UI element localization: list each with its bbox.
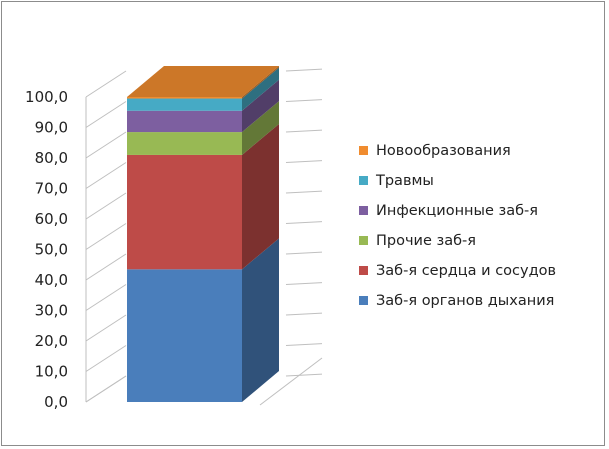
y-tick-label: 0,0: [44, 393, 68, 411]
gridline-back: [285, 343, 323, 346]
legend-item: Травмы: [359, 173, 434, 189]
gridline-wall: [85, 314, 127, 342]
bar-segment-side: [242, 79, 279, 133]
bar-segment-side: [242, 123, 279, 270]
gridline-back: [285, 373, 323, 377]
legend-item: Новообразования: [359, 143, 511, 159]
floor-edge: [85, 375, 127, 403]
bar-segment-side: [242, 238, 279, 402]
legend-item: Инфекционные заб-я: [359, 203, 538, 219]
gridline-back: [285, 221, 323, 224]
gridline-back: [285, 129, 323, 133]
legend-swatch: [359, 206, 368, 215]
gridline-wall: [85, 253, 127, 281]
legend-label: Новообразования: [376, 143, 511, 159]
gridline-wall: [85, 101, 127, 128]
legend-item: Заб-я сердца и сосудов: [359, 263, 556, 279]
bar-segment: [127, 238, 279, 402]
gridline-wall: [85, 223, 127, 250]
gridline-back: [285, 68, 323, 72]
bar-segment-front: [127, 269, 242, 402]
gridline-wall: [85, 131, 127, 159]
bar-segment-side: [242, 67, 279, 111]
gridline-wall: [85, 70, 127, 98]
bar-top-face: [127, 66, 279, 97]
bar-segment-side: [242, 101, 279, 155]
bar-segment-front: [127, 97, 242, 99]
bar-segment: [127, 101, 279, 155]
y-tick-label: 90,0: [35, 119, 68, 137]
y-tick-label: 60,0: [35, 210, 68, 228]
legend-swatch: [359, 176, 368, 185]
bar-segment-front: [127, 132, 242, 155]
gridline-wall: [85, 162, 127, 189]
gridlines: [85, 68, 323, 406]
gridline-back: [285, 282, 323, 285]
legend-swatch: [359, 266, 368, 275]
y-tick-label: 40,0: [35, 271, 68, 289]
y-tick-label: 20,0: [35, 332, 68, 350]
bar-segment-front: [127, 154, 242, 270]
bar-segment-front: [127, 110, 242, 133]
legend-swatch: [359, 236, 368, 245]
gridline-back: [285, 312, 323, 316]
y-axis-tick-labels: 0,0 10,0 20,0 30,0 40,0 50,0 60,0 70,0 80,0 90,0 1…: [25, 88, 68, 411]
bar-segment: [127, 79, 279, 133]
floor-edge-right: [259, 357, 323, 406]
legend-item: Прочие заб-я: [359, 233, 476, 249]
y-tick-label: 80,0: [35, 149, 68, 167]
gridline-back: [285, 251, 323, 255]
bar-stack: [127, 66, 279, 402]
gridline-wall: [85, 345, 127, 372]
y-tick-label: 100,0: [25, 88, 68, 106]
y-tick-label: 10,0: [35, 363, 68, 381]
bar-segment: [127, 67, 279, 111]
legend: Новообразования Травмы Инфекционные заб-я П…: [359, 143, 556, 309]
gridline-wall: [85, 284, 127, 311]
bar-segment: [127, 123, 279, 270]
y-tick-label: 70,0: [35, 180, 68, 198]
legend-swatch: [359, 296, 368, 305]
gridline-back: [285, 190, 323, 194]
bar-segment: [127, 66, 279, 99]
legend-label: Травмы: [375, 173, 434, 189]
legend-label: Заб-я сердца и сосудов: [376, 263, 556, 279]
legend-label: Заб-я органов дыхания: [376, 293, 554, 309]
bar-segment-front: [127, 98, 242, 111]
legend-label: Прочие заб-я: [376, 233, 476, 249]
bar-segment-side: [242, 66, 279, 99]
y-tick-label: 30,0: [35, 302, 68, 320]
gridline-back: [285, 160, 323, 163]
legend-label: Инфекционные заб-я: [376, 203, 538, 219]
gridline-wall: [85, 192, 127, 220]
legend-swatch: [359, 146, 368, 155]
legend-item: Заб-я органов дыхания: [359, 293, 554, 309]
gridline-back: [285, 99, 323, 102]
y-tick-label: 50,0: [35, 241, 68, 259]
